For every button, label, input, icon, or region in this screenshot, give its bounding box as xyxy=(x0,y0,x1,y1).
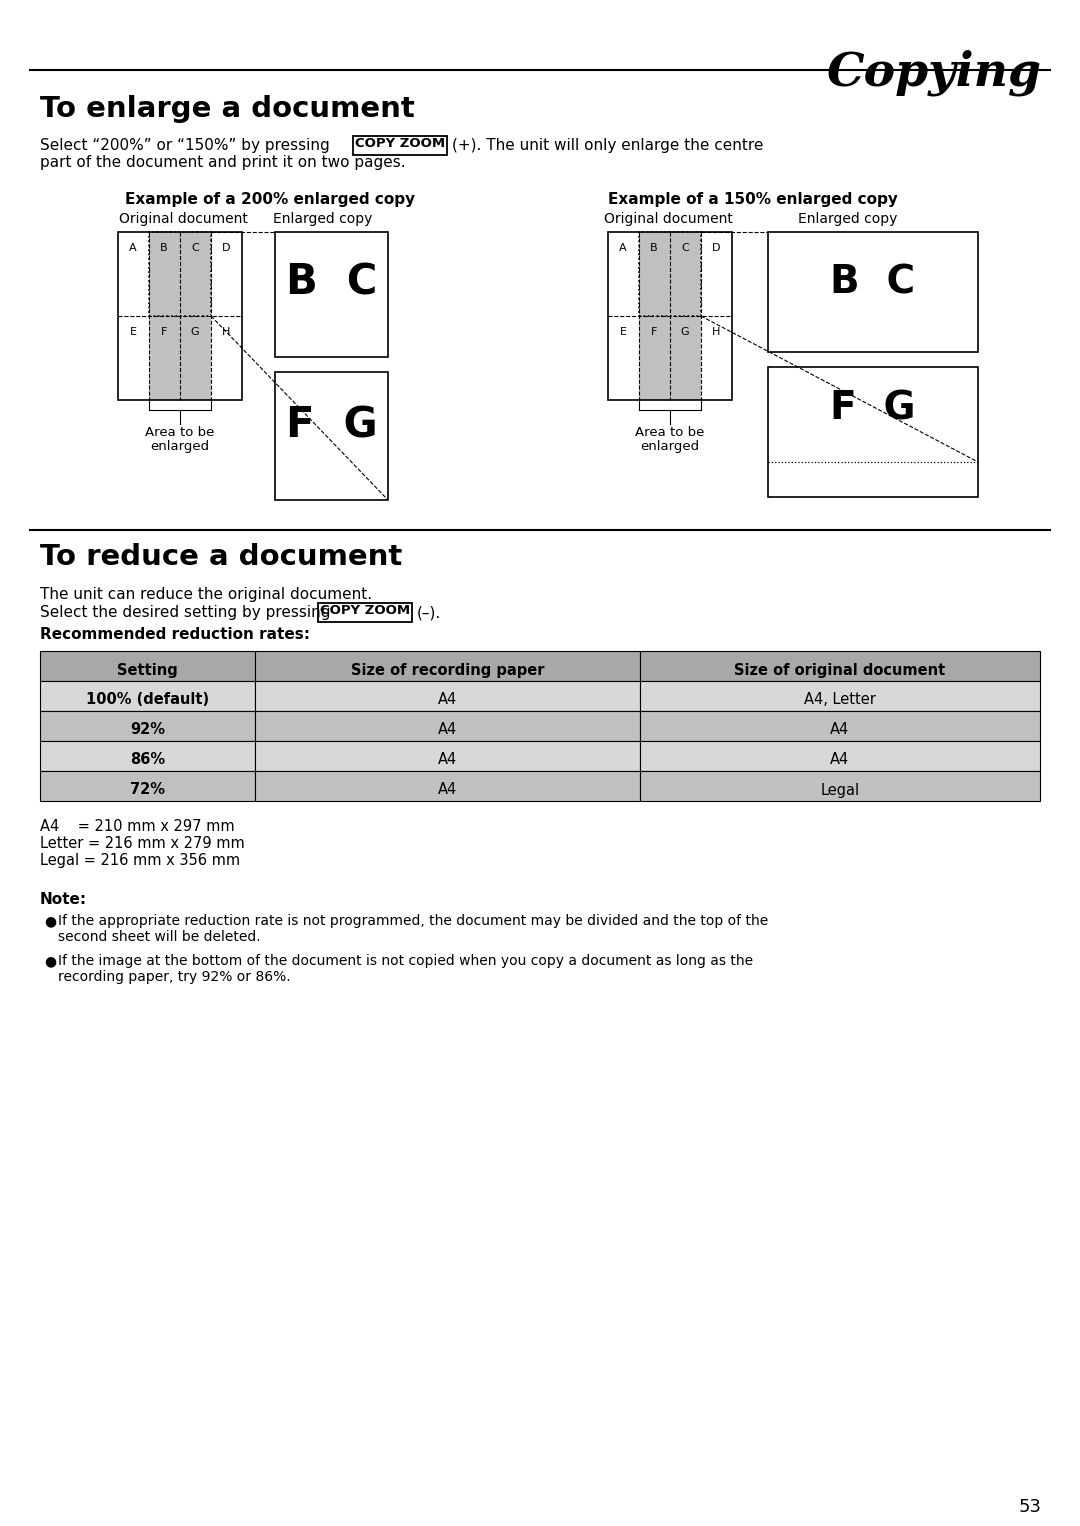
Bar xyxy=(149,232,211,316)
Bar xyxy=(768,232,978,353)
Text: ●: ● xyxy=(44,954,56,967)
Text: enlarged: enlarged xyxy=(150,439,210,453)
Text: To enlarge a document: To enlarge a document xyxy=(40,95,415,124)
Bar xyxy=(275,372,388,501)
Text: Select “200%” or “150%” by pressing: Select “200%” or “150%” by pressing xyxy=(40,137,329,153)
Text: F  G: F G xyxy=(831,391,916,427)
Bar xyxy=(608,232,732,400)
Bar xyxy=(40,681,255,711)
Text: (–).: (–). xyxy=(417,604,442,620)
Text: A4: A4 xyxy=(437,722,457,737)
Text: A: A xyxy=(619,243,626,253)
Bar xyxy=(275,232,388,357)
Bar xyxy=(318,603,411,623)
Text: Original document: Original document xyxy=(604,212,732,226)
Text: B  C: B C xyxy=(286,261,377,304)
Text: G: G xyxy=(191,327,200,337)
Text: To reduce a document: To reduce a document xyxy=(40,543,402,571)
Text: A4: A4 xyxy=(437,752,457,768)
Text: 86%: 86% xyxy=(130,752,165,768)
Text: Copying: Copying xyxy=(827,50,1042,96)
Text: 92%: 92% xyxy=(130,722,165,737)
Bar xyxy=(118,232,242,400)
Bar xyxy=(40,711,255,742)
Bar xyxy=(149,232,211,400)
Text: B: B xyxy=(650,243,658,253)
Bar xyxy=(353,136,447,156)
Text: 53: 53 xyxy=(1020,1499,1042,1515)
Text: Letter = 216 mm x 279 mm: Letter = 216 mm x 279 mm xyxy=(40,836,245,852)
Text: If the image at the bottom of the document is not copied when you copy a documen: If the image at the bottom of the docume… xyxy=(58,954,753,967)
Bar xyxy=(255,771,640,801)
Text: Enlarged copy: Enlarged copy xyxy=(798,212,897,226)
Text: (+). The unit will only enlarge the centre: (+). The unit will only enlarge the cent… xyxy=(453,137,764,153)
Text: A4: A4 xyxy=(437,693,457,708)
Text: Example of a 150% enlarged copy: Example of a 150% enlarged copy xyxy=(608,192,897,208)
Bar xyxy=(768,366,978,497)
Text: Area to be: Area to be xyxy=(146,426,215,439)
Bar xyxy=(640,771,1040,801)
Bar xyxy=(640,652,1040,681)
Text: H: H xyxy=(221,327,230,337)
Bar xyxy=(640,711,1040,742)
Text: Note:: Note: xyxy=(40,893,87,906)
Text: Setting: Setting xyxy=(117,662,178,678)
Text: C: C xyxy=(681,243,689,253)
Text: part of the document and print it on two pages.: part of the document and print it on two… xyxy=(40,156,406,169)
Text: Area to be: Area to be xyxy=(635,426,704,439)
Text: The unit can reduce the original document.: The unit can reduce the original documen… xyxy=(40,588,373,601)
Text: 72%: 72% xyxy=(130,783,165,798)
Text: enlarged: enlarged xyxy=(640,439,700,453)
Text: B: B xyxy=(160,243,167,253)
Text: If the appropriate reduction rate is not programmed, the document may be divided: If the appropriate reduction rate is not… xyxy=(58,914,768,928)
Text: Select the desired setting by pressing: Select the desired setting by pressing xyxy=(40,604,330,620)
Text: F: F xyxy=(161,327,167,337)
Text: F  G: F G xyxy=(285,404,377,447)
Text: Enlarged copy: Enlarged copy xyxy=(273,212,373,226)
Bar xyxy=(40,771,255,801)
Text: COPY ZOOM: COPY ZOOM xyxy=(355,137,445,150)
Text: A4: A4 xyxy=(831,722,850,737)
Text: Original document: Original document xyxy=(119,212,247,226)
Bar xyxy=(255,681,640,711)
Text: B  C: B C xyxy=(831,262,916,301)
Text: D: D xyxy=(221,243,230,253)
Text: A: A xyxy=(130,243,137,253)
Text: second sheet will be deleted.: second sheet will be deleted. xyxy=(58,929,260,945)
Text: A4: A4 xyxy=(831,752,850,768)
Text: Size of recording paper: Size of recording paper xyxy=(351,662,544,678)
Text: E: E xyxy=(130,327,136,337)
Text: Example of a 200% enlarged copy: Example of a 200% enlarged copy xyxy=(125,192,415,208)
Text: G: G xyxy=(680,327,689,337)
Text: F: F xyxy=(651,327,658,337)
Text: COPY ZOOM: COPY ZOOM xyxy=(320,604,410,617)
Text: D: D xyxy=(712,243,720,253)
Bar xyxy=(255,711,640,742)
Text: ●: ● xyxy=(44,914,56,928)
Bar xyxy=(639,232,701,400)
Text: C: C xyxy=(191,243,199,253)
Text: H: H xyxy=(712,327,720,337)
Text: Recommended reduction rates:: Recommended reduction rates: xyxy=(40,627,310,642)
Text: E: E xyxy=(620,327,626,337)
Text: A4    = 210 mm x 297 mm: A4 = 210 mm x 297 mm xyxy=(40,819,234,835)
Text: A4, Letter: A4, Letter xyxy=(805,693,876,708)
Text: Legal = 216 mm x 356 mm: Legal = 216 mm x 356 mm xyxy=(40,853,240,868)
Text: 100% (default): 100% (default) xyxy=(86,693,210,708)
Text: Size of original document: Size of original document xyxy=(734,662,946,678)
Bar xyxy=(640,681,1040,711)
Bar xyxy=(255,652,640,681)
Bar xyxy=(640,742,1040,771)
Text: A4: A4 xyxy=(437,783,457,798)
Bar xyxy=(639,232,701,316)
Bar xyxy=(255,742,640,771)
Bar xyxy=(40,742,255,771)
Text: Legal: Legal xyxy=(821,783,860,798)
Text: recording paper, try 92% or 86%.: recording paper, try 92% or 86%. xyxy=(58,971,291,984)
Bar xyxy=(40,652,255,681)
